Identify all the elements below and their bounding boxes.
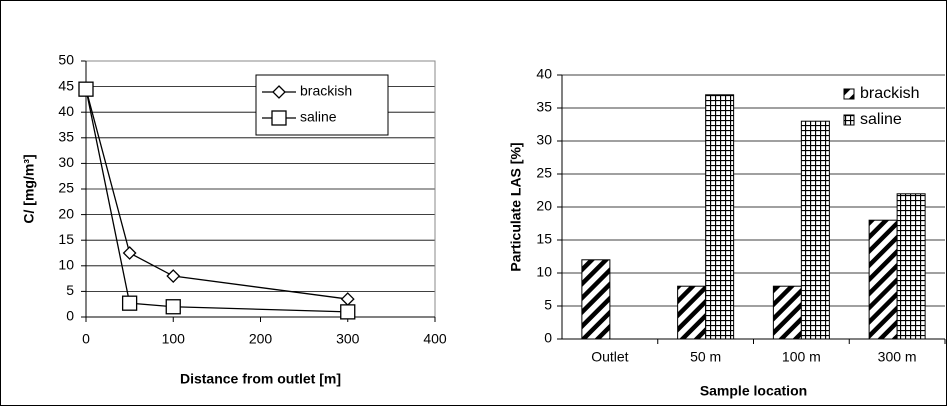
y-tick-label: 0 [66, 308, 74, 324]
marker [340, 304, 356, 320]
bar [677, 285, 707, 340]
bar [772, 285, 802, 340]
y-tick-label: 40 [536, 66, 552, 82]
y-tick-label: 10 [536, 264, 552, 280]
y-tick-label: 15 [58, 231, 74, 247]
marker [122, 246, 137, 260]
legend-label: brackish [300, 83, 352, 99]
y-tick-label: 25 [536, 165, 552, 181]
y-tick-label: 10 [58, 257, 74, 273]
legend-swatch [843, 88, 855, 100]
x-tick-label: 300 [336, 331, 360, 347]
y-tick-label: 5 [544, 297, 552, 313]
x-tick-label: 200 [249, 331, 273, 347]
series-line [85, 89, 348, 313]
bar [705, 94, 735, 340]
y-tick-label: 35 [536, 99, 552, 115]
y-tick-label: 35 [58, 129, 74, 145]
x-axis-title: Distance from outlet [m] [180, 371, 341, 387]
y-tick-label: 0 [544, 330, 552, 346]
y-tick-label: 30 [536, 132, 552, 148]
series-line [85, 88, 348, 300]
y-tick-label: 45 [58, 77, 74, 93]
y-axis-title: C/ [mg/m³] [21, 154, 37, 223]
x-tick-label: Outlet [591, 349, 628, 365]
y-tick-label: 20 [536, 198, 552, 214]
y-tick-label: 25 [58, 180, 74, 196]
y-tick-label: 30 [58, 154, 74, 170]
legend-marker [271, 110, 287, 126]
marker [121, 295, 138, 311]
legend-label: saline [860, 111, 902, 128]
y-axis-title: Particulate LAS [%] [508, 142, 524, 271]
y-tick-label: 40 [58, 103, 74, 119]
x-tick-label: 50 m [690, 349, 721, 365]
x-tick-label: 300 m [878, 349, 917, 365]
bar [868, 219, 898, 340]
legend-swatch [843, 114, 855, 126]
bar [896, 193, 926, 340]
marker [166, 269, 181, 283]
legend-label: saline [300, 109, 337, 125]
x-tick-label: 0 [82, 331, 90, 347]
bar [581, 259, 611, 340]
y-tick-label: 15 [536, 231, 552, 247]
marker [165, 299, 181, 315]
marker [78, 81, 94, 97]
legend-label: brackish [860, 85, 920, 102]
y-tick-label: 20 [58, 205, 74, 221]
bar [800, 120, 830, 340]
y-tick-label: 50 [58, 52, 74, 68]
legend-marker [272, 85, 286, 99]
x-tick-label: 400 [423, 331, 447, 347]
marker [340, 292, 355, 306]
x-tick-label: 100 m [782, 349, 821, 365]
x-axis-title: Sample location [700, 383, 807, 399]
x-tick-label: 100 [162, 331, 186, 347]
y-tick-label: 5 [66, 282, 74, 298]
